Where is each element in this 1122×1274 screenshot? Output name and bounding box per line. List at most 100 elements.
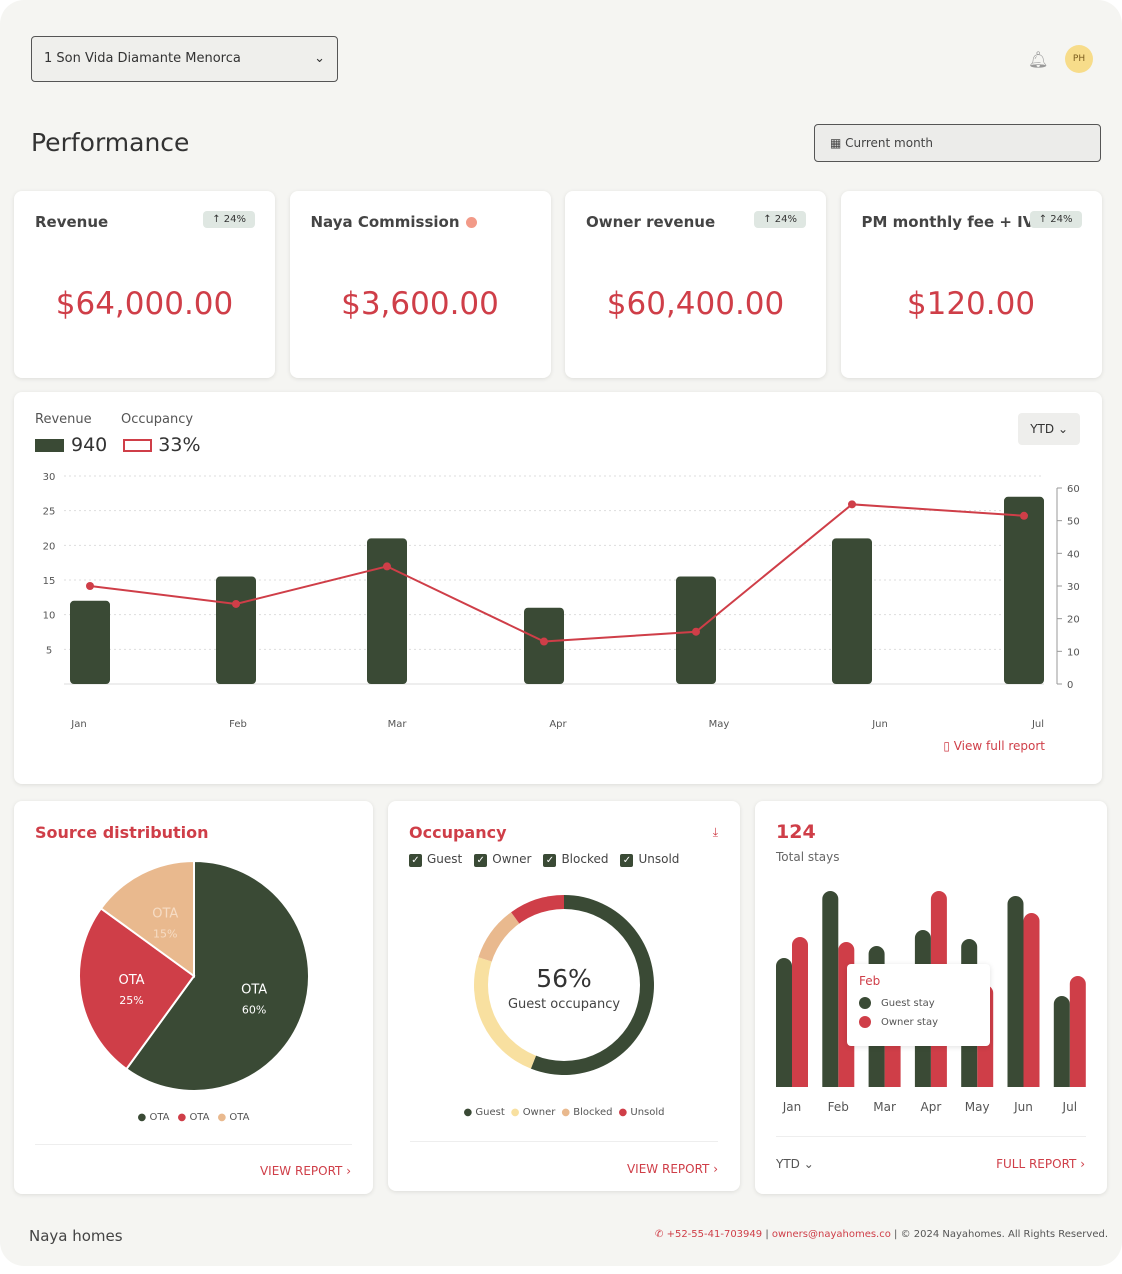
- filter-checkbox[interactable]: ✓ Guest: [409, 852, 462, 867]
- footer-copyright: © 2024 Nayahomes. All Rights Reserved.: [900, 1229, 1108, 1240]
- revenue-bar: [524, 607, 564, 684]
- stays-range-select[interactable]: YTD ⌄: [776, 1157, 814, 1171]
- x-tick-label: Feb: [229, 719, 247, 730]
- x-tick-label: Mar: [388, 719, 408, 730]
- owner-stay-bar: [1023, 913, 1040, 1095]
- bar-base-mask: [1005, 1087, 1046, 1099]
- source-distribution-card: Source distribution OTA 60% OTA 25% OTA 15% ●…: [14, 801, 373, 1194]
- legend-occupancy-value: 33%: [158, 434, 201, 456]
- occupancy-title: Occupancy: [409, 823, 507, 842]
- legend-item: ● OTA: [177, 1112, 210, 1123]
- occupancy-point: [383, 562, 391, 571]
- occupancy-point: [692, 627, 700, 636]
- full-report-link[interactable]: FULL REPORT ›: [996, 1157, 1085, 1171]
- kpi-value: $3,600.00: [341, 286, 499, 322]
- info-icon[interactable]: [465, 217, 477, 228]
- occupancy-donut-chart: [474, 895, 655, 1075]
- bar-base-mask: [820, 1087, 861, 1099]
- avatar[interactable]: PH: [1065, 45, 1093, 73]
- slice-label: OTA: [118, 973, 144, 988]
- guest-stay-bar: [1053, 996, 1070, 1095]
- donut-hole: [488, 909, 640, 1061]
- legend-occupancy-swatch: [123, 438, 153, 452]
- footer-phone[interactable]: +52-55-41-703949: [666, 1229, 763, 1240]
- occupancy-point: [848, 500, 856, 509]
- y2-tick-label: 10: [1067, 647, 1080, 658]
- period-select[interactable]: ▦ Current month: [814, 124, 1101, 162]
- footer-contact: ✆ +52-55-41-703949 | owners@nayahomes.co…: [655, 1229, 1108, 1240]
- property-name: 1 Son Vida Diamante Menorca: [44, 51, 241, 66]
- x-tick-label: Jun: [871, 719, 888, 730]
- legend-item: ● OTA: [217, 1112, 250, 1123]
- filter-checkbox[interactable]: ✓ Unsold: [620, 852, 679, 867]
- kpi-card: PM monthly fee + IVA ↑ 24% $120.00: [840, 191, 1102, 378]
- y-tick-label: 25: [43, 507, 56, 518]
- revenue-chart-card: Revenue Occupancy 940 33% YTD ⌄ 5 10 15 20 2…: [14, 392, 1102, 784]
- range-select[interactable]: YTD ⌄: [1018, 413, 1080, 445]
- kpi-title: Revenue: [35, 213, 109, 231]
- y-tick-label: 20: [43, 541, 56, 552]
- filter-checkbox[interactable]: ✓ Blocked: [543, 852, 608, 867]
- bar-base-mask: [912, 1087, 953, 1099]
- tooltip-item: Guest stay: [881, 997, 935, 1009]
- slice-pct: 60%: [242, 1004, 266, 1017]
- y2-tick-label: 60: [1067, 484, 1080, 495]
- y2-tick-label: 20: [1067, 615, 1080, 626]
- revenue-bar: [1004, 496, 1044, 684]
- x-tick-label: May: [709, 719, 730, 730]
- download-icon[interactable]: ⤓: [712, 825, 718, 839]
- total-stays-label: Total stays: [776, 850, 840, 864]
- y-tick-label: 15: [43, 576, 56, 587]
- range-label: YTD: [1030, 422, 1055, 436]
- guest-stay-bar: [776, 958, 792, 1095]
- kpi-title: Owner revenue: [586, 213, 716, 231]
- chart-tooltip: Feb Guest stay Owner stay: [847, 964, 990, 1046]
- occupancy-point: [1020, 511, 1028, 520]
- y2-tick-label: 0: [1067, 680, 1073, 691]
- donut-center-value: 56%: [536, 964, 592, 993]
- trend-badge: ↑ 24%: [1029, 211, 1082, 228]
- view-report-link[interactable]: VIEW REPORT ›: [626, 1162, 718, 1176]
- y-tick-label: 5: [46, 645, 52, 656]
- total-stays-value: 124: [776, 821, 816, 843]
- x-tick-label: Jan: [70, 719, 86, 730]
- owner-stay-bar: [1069, 976, 1086, 1095]
- revenue-occupancy-chart: 5 10 15 20 25 30 0 10 20 30 40 50 60 Jan Feb Mar Apr May J…: [43, 472, 1080, 730]
- legend-item: ● Guest: [463, 1107, 505, 1118]
- x-tick-label: Jun: [1013, 1100, 1033, 1114]
- legend-revenue-swatch: [35, 438, 64, 452]
- owner-stay-bar: [792, 937, 808, 1095]
- kpi-value: $60,400.00: [606, 286, 785, 322]
- calendar-icon: ▦: [830, 136, 846, 150]
- kpi-card: Owner revenue ↑ 24% $60,400.00: [565, 191, 826, 378]
- view-full-report-link[interactable]: ▯ View full report: [943, 739, 1045, 753]
- view-report-link[interactable]: VIEW REPORT ›: [259, 1164, 351, 1178]
- slice-pct: 15%: [153, 928, 177, 941]
- kpi-title: PM monthly fee + IVA: [861, 213, 1045, 231]
- y-tick-label: 10: [43, 611, 56, 622]
- x-tick-label: Jul: [1031, 719, 1044, 730]
- revenue-bar: [367, 538, 407, 684]
- slice-label: OTA: [241, 983, 267, 998]
- property-select[interactable]: 1 Son Vida Diamante Menorca ⌄: [31, 36, 338, 82]
- trend-badge: ↑ 24%: [754, 211, 806, 228]
- revenue-bar: [216, 576, 256, 684]
- legend-revenue-label: Revenue: [35, 412, 92, 427]
- guest-dot: [859, 997, 871, 1009]
- kpi-value: $64,000.00: [55, 286, 234, 322]
- filter-checkbox[interactable]: ✓ Owner: [474, 852, 531, 867]
- bar-base-mask: [774, 1087, 814, 1099]
- slice-pct: 25%: [119, 994, 143, 1007]
- occupancy-point: [232, 599, 240, 608]
- page-title: Performance: [31, 128, 190, 157]
- check-icon: ✓: [474, 854, 488, 867]
- stays-range-label: YTD: [776, 1157, 800, 1171]
- footer-email[interactable]: owners@nayahomes.co: [771, 1229, 891, 1240]
- bell-icon[interactable]: 🔔︎: [1028, 50, 1049, 69]
- source-pie-chart: OTA 60% OTA 25% OTA 15%: [78, 859, 310, 1092]
- x-tick-label: Jan: [782, 1100, 802, 1114]
- owner-dot: [859, 1016, 871, 1028]
- y2-tick-label: 50: [1067, 517, 1080, 528]
- pie-slice: [99, 859, 195, 978]
